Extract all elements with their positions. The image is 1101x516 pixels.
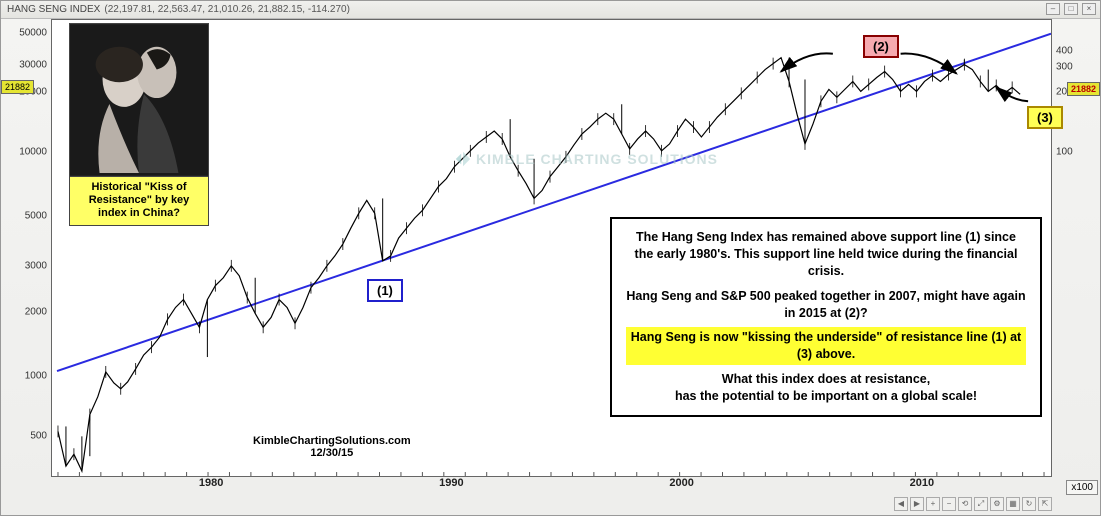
- ytick-left: 3000: [25, 261, 47, 272]
- annotation-1: (1): [367, 279, 403, 302]
- ytick-right: 300: [1056, 62, 1073, 73]
- tool-icon[interactable]: ⟲: [958, 497, 972, 511]
- panel-p1: The Hang Seng Index has remained above s…: [626, 229, 1026, 280]
- ytick-right: 100: [1056, 146, 1073, 157]
- watermark: KIMBLE CHARTING SOLUTIONS: [454, 150, 718, 168]
- close-icon[interactable]: ×: [1082, 3, 1096, 15]
- ytick-left: 500: [30, 430, 47, 441]
- commentary-panel: The Hang Seng Index has remained above s…: [610, 217, 1042, 417]
- x-axis: 1980 1990 2000 2010: [51, 477, 1052, 495]
- tool-icon[interactable]: ⚙: [990, 497, 1004, 511]
- tool-icon[interactable]: +: [926, 497, 940, 511]
- attribution: KimbleChartingSolutions.com 12/30/15: [253, 435, 411, 459]
- panel-p3: What this index does at resistance, has …: [626, 371, 1026, 405]
- watermark-text: KIMBLE CHARTING SOLUTIONS: [476, 151, 718, 167]
- panel-p2: Hang Seng and S&P 500 peaked together in…: [626, 288, 1026, 322]
- inset-photo: [70, 24, 208, 176]
- chart-window: HANG SENG INDEX (22,197.81, 22,563.47, 2…: [0, 0, 1101, 516]
- annotation-3: (3): [1027, 106, 1063, 129]
- ohlc-values: (22,197.81, 22,563.47, 21,010.26, 21,882…: [104, 4, 350, 15]
- tool-icon[interactable]: ↻: [1022, 497, 1036, 511]
- annotation-2: (2): [863, 35, 899, 58]
- price-tag-right: 21882: [1067, 82, 1100, 96]
- tool-icon[interactable]: ⇱: [1038, 497, 1052, 511]
- xtick: 2000: [669, 477, 693, 489]
- xtick: 2010: [910, 477, 934, 489]
- bottom-toolbar: ◀ ▶ + − ⟲ ⤢ ⚙ ▦ ↻ ⇱: [51, 497, 1052, 513]
- chart-title: HANG SENG INDEX: [7, 4, 100, 15]
- inset-caption: Historical "Kiss of Resistance" by key i…: [70, 176, 208, 225]
- tool-icon[interactable]: −: [942, 497, 956, 511]
- tool-icon[interactable]: ▦: [1006, 497, 1020, 511]
- xtick: 1980: [199, 477, 223, 489]
- ytick-left: 2000: [25, 307, 47, 318]
- title-bar: HANG SENG INDEX (22,197.81, 22,563.47, 2…: [1, 1, 1100, 19]
- ytick-left: 50000: [19, 27, 47, 38]
- ytick-left: 10000: [19, 146, 47, 157]
- ytick-left: 30000: [19, 59, 47, 70]
- price-tag-left: 21882: [1, 80, 34, 94]
- ytick-left: 5000: [25, 210, 47, 221]
- tool-icon[interactable]: ◀: [894, 497, 908, 511]
- window-controls: – □ ×: [1046, 3, 1096, 15]
- panel-highlight: Hang Seng is now "kissing the underside"…: [626, 327, 1026, 365]
- attribution-date: 12/30/15: [253, 447, 411, 459]
- maximize-icon[interactable]: □: [1064, 3, 1078, 15]
- ytick-left: 1000: [25, 371, 47, 382]
- tool-icon[interactable]: ⤢: [974, 497, 988, 511]
- tool-icon[interactable]: ▶: [910, 497, 924, 511]
- minimize-icon[interactable]: –: [1046, 3, 1060, 15]
- inset-photo-box: Historical "Kiss of Resistance" by key i…: [69, 23, 209, 226]
- ytick-right: 400: [1056, 46, 1073, 57]
- attribution-url: KimbleChartingSolutions.com: [253, 435, 411, 447]
- xtick: 1990: [439, 477, 463, 489]
- scale-badge: x100: [1066, 480, 1098, 495]
